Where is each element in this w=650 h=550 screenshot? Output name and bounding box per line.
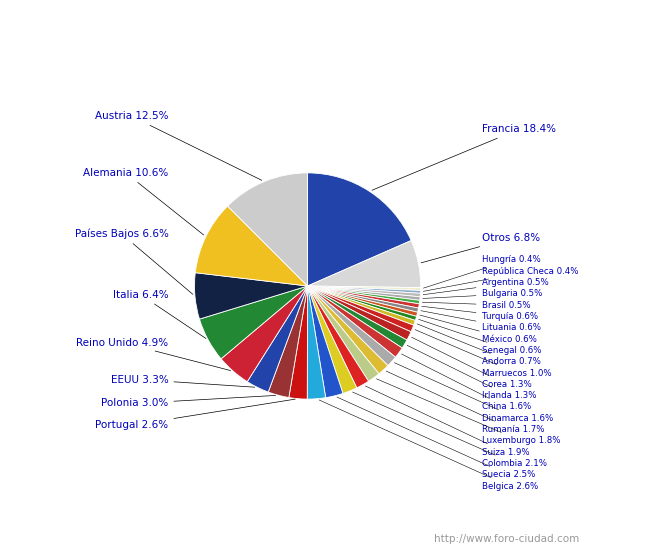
Wedge shape (227, 173, 307, 286)
Wedge shape (307, 286, 326, 399)
Text: Marruecos 1.0%: Marruecos 1.0% (415, 329, 551, 377)
Wedge shape (307, 286, 417, 316)
Text: Irlanda 1.3%: Irlanda 1.3% (407, 345, 536, 400)
Text: Francia 18.4%: Francia 18.4% (372, 124, 556, 190)
Wedge shape (307, 286, 421, 297)
Wedge shape (307, 286, 413, 332)
Wedge shape (307, 286, 417, 321)
Wedge shape (194, 273, 307, 319)
Wedge shape (307, 286, 419, 312)
Text: Alemania 10.6%: Alemania 10.6% (83, 168, 203, 235)
Text: Italia 6.4%: Italia 6.4% (113, 290, 206, 338)
Text: China 1.6%: China 1.6% (402, 354, 531, 411)
Wedge shape (307, 286, 411, 340)
Text: México 0.6%: México 0.6% (420, 315, 536, 344)
Wedge shape (307, 286, 419, 308)
Wedge shape (247, 286, 307, 392)
Wedge shape (307, 286, 343, 398)
Wedge shape (307, 286, 420, 300)
Text: Bulgaria 0.5%: Bulgaria 0.5% (422, 289, 542, 299)
Text: Reino Unido 4.9%: Reino Unido 4.9% (76, 338, 231, 371)
Wedge shape (200, 286, 307, 359)
Wedge shape (307, 240, 421, 288)
Text: Países Bajos 6.6%: Países Bajos 6.6% (75, 229, 193, 294)
Text: Portugal 2.6%: Portugal 2.6% (96, 399, 295, 430)
Text: Corea 1.3%: Corea 1.3% (411, 337, 531, 389)
Text: Suecia 2.5%: Suecia 2.5% (337, 397, 535, 479)
Wedge shape (307, 286, 388, 374)
Wedge shape (307, 286, 421, 293)
Text: Hungría 0.4%: Hungría 0.4% (423, 255, 540, 288)
Text: Suiza 1.9%: Suiza 1.9% (365, 386, 529, 456)
Wedge shape (307, 286, 420, 304)
Text: Brasil 0.5%: Brasil 0.5% (422, 301, 530, 310)
Wedge shape (289, 286, 307, 399)
Text: Dinamarca 1.6%: Dinamarca 1.6% (395, 362, 553, 423)
Wedge shape (307, 286, 369, 388)
Text: Colombia 2.1%: Colombia 2.1% (352, 392, 547, 468)
Wedge shape (307, 286, 379, 381)
Wedge shape (195, 206, 307, 286)
Wedge shape (307, 286, 402, 357)
Wedge shape (307, 286, 407, 348)
Wedge shape (307, 286, 357, 393)
Wedge shape (268, 286, 307, 398)
Text: http://www.foro-ciudad.com: http://www.foro-ciudad.com (434, 534, 580, 544)
Text: Luxemburgo 1.8%: Luxemburgo 1.8% (376, 379, 560, 446)
Wedge shape (307, 173, 411, 286)
Text: Polonia 3.0%: Polonia 3.0% (101, 395, 276, 409)
Wedge shape (307, 286, 415, 325)
Text: Zaragoza - Turistas extranjeros según país - Abril de 2024: Zaragoza - Turistas extranjeros según pa… (76, 15, 574, 31)
Text: República Checa 0.4%: República Checa 0.4% (423, 267, 578, 292)
Wedge shape (221, 286, 307, 382)
Text: Otros 6.8%: Otros 6.8% (421, 233, 540, 263)
Text: Argentina 0.5%: Argentina 0.5% (423, 278, 549, 295)
Text: Senegal 0.6%: Senegal 0.6% (419, 320, 541, 355)
Text: EEUU 3.3%: EEUU 3.3% (111, 375, 255, 387)
Wedge shape (307, 286, 395, 366)
Wedge shape (307, 286, 421, 290)
Text: Rumanía 1.7%: Rumanía 1.7% (386, 371, 544, 434)
Text: Belgica 2.6%: Belgica 2.6% (319, 400, 538, 491)
Text: Turquía 0.6%: Turquía 0.6% (422, 306, 538, 321)
Text: Austria 12.5%: Austria 12.5% (95, 111, 262, 180)
Text: Andorra 0.7%: Andorra 0.7% (417, 324, 541, 366)
Text: Lituania 0.6%: Lituania 0.6% (421, 311, 541, 332)
